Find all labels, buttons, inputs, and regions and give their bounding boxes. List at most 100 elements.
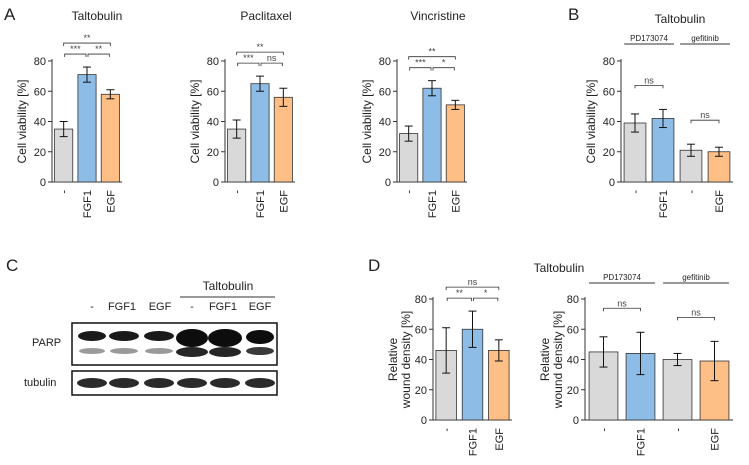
y-tick-label: 20 xyxy=(603,147,615,159)
x-tick-label: - xyxy=(686,190,698,194)
significance-bracket xyxy=(634,85,664,89)
y-tick-label: 80 xyxy=(207,56,219,68)
parp-band-cleaved xyxy=(246,347,274,355)
significance-label: *** xyxy=(243,53,254,63)
x-tick-label: FGF1 xyxy=(427,190,439,218)
chart-title: Paclitaxel xyxy=(240,9,291,23)
y-tick-label: 60 xyxy=(603,86,615,98)
chart-a-taltobulin: Taltobulin 0 20 40 60 80 Cell viability [%] - FG… xyxy=(15,9,122,218)
x-tick-label: FGF1 xyxy=(636,428,648,456)
blot-group-label: Taltobulin xyxy=(203,279,254,293)
chart-a-vincristine: Vincristine 0 20 40 60 80 Cell viability [%] - F… xyxy=(360,9,467,218)
x-tick-label: - xyxy=(599,428,611,432)
parp-band-cleaved xyxy=(79,348,105,354)
parp-band-full xyxy=(109,331,139,341)
y-tick-label: 0 xyxy=(40,177,46,189)
x-tick-label: - xyxy=(59,190,71,194)
y-tick-label: 0 xyxy=(385,177,391,189)
blot-column-label: FGF1 xyxy=(209,301,237,313)
y-axis-label: Cell viability [%] xyxy=(15,79,29,163)
group-label: PD173074 xyxy=(603,273,641,282)
x-tick-label: EGF xyxy=(494,428,506,451)
significance-label: ns xyxy=(700,110,710,120)
blot-column-label: FGF1 xyxy=(108,301,136,313)
x-tick-label: FGF1 xyxy=(82,190,94,218)
x-tick-label: EGF xyxy=(450,190,462,213)
significance-bracket xyxy=(603,307,641,312)
significance-bracket xyxy=(446,297,472,302)
y-tick-label: 60 xyxy=(207,86,219,98)
panel-d-title: Taltobulin xyxy=(534,261,585,275)
group-label: gefitinib xyxy=(691,34,719,43)
panel-letter-c: C xyxy=(6,256,18,275)
bar xyxy=(662,359,693,421)
chart-a-paclitaxel: Paclitaxel 0 20 40 60 80 Cell viability [%] - FG… xyxy=(188,9,295,218)
significance-label: ns xyxy=(617,298,627,308)
y-axis-label: Cell viability [%] xyxy=(360,79,374,163)
significance-bracket xyxy=(260,62,283,67)
y-tick-label: 60 xyxy=(34,86,46,98)
significance-label: ** xyxy=(456,288,464,298)
x-tick-label: - xyxy=(630,190,642,194)
blot-column-label: EGF xyxy=(149,301,172,313)
bar xyxy=(422,87,442,183)
y-tick-label: 0 xyxy=(573,415,579,427)
parp-membrane xyxy=(71,322,278,366)
y-axis-label: Relative xyxy=(538,338,552,382)
significance-bracket xyxy=(445,286,500,291)
y-axis-label: wound density [%] xyxy=(551,311,565,409)
significance-bracket xyxy=(236,51,284,56)
significance-bracket xyxy=(409,67,432,71)
parp-band-full xyxy=(78,331,106,341)
y-tick-label: 80 xyxy=(34,56,46,68)
y-tick-label: 40 xyxy=(415,355,427,367)
tubulin-band xyxy=(210,378,240,388)
significance-label: *** xyxy=(70,44,81,54)
tubulin-band xyxy=(109,378,139,388)
y-tick-label: 60 xyxy=(415,324,427,336)
x-tick-label: EGF xyxy=(105,190,117,213)
x-tick-label: - xyxy=(404,190,416,194)
tubulin-bands xyxy=(77,378,275,388)
y-tick-label: 80 xyxy=(603,56,615,68)
chart-b-taltobulin-inhibitors: Taltobulin 0 20 40 60 80 Cell viability [%] - FG… xyxy=(584,12,733,218)
blot-row-label-tubulin: tubulin xyxy=(24,377,56,389)
bar xyxy=(100,93,120,183)
x-tick-label: EGF xyxy=(710,428,722,451)
y-tick-label: 60 xyxy=(567,324,579,336)
y-axis-label: Cell viability [%] xyxy=(584,79,598,163)
x-tick-label: EGF xyxy=(714,190,726,213)
y-tick-label: 40 xyxy=(567,355,579,367)
tubulin-band xyxy=(245,378,275,388)
significance-bracket xyxy=(63,42,111,47)
parp-band-full xyxy=(208,329,242,347)
significance-label: ns xyxy=(468,277,478,287)
y-axis-label: Relative xyxy=(386,338,400,382)
significance-label: ns xyxy=(644,75,654,85)
chart-title: Taltobulin xyxy=(72,9,123,23)
blot-column-label: - xyxy=(90,301,94,313)
tubulin-band xyxy=(144,378,174,388)
bar xyxy=(445,104,465,183)
y-tick-label: 20 xyxy=(567,385,579,397)
chart-title: Taltobulin xyxy=(655,12,706,26)
panel-letter-b: B xyxy=(568,5,579,24)
parp-band-cleaved xyxy=(110,348,138,354)
y-tick-label: 40 xyxy=(34,117,46,129)
significance-label: ** xyxy=(256,42,264,52)
significance-label: ** xyxy=(83,33,91,43)
significance-bracket xyxy=(432,67,455,71)
significance-label: * xyxy=(484,288,488,298)
parp-band-cleaved xyxy=(145,348,173,354)
y-tick-label: 80 xyxy=(379,56,391,68)
significance-bracket xyxy=(408,56,456,60)
y-tick-label: 20 xyxy=(415,385,427,397)
chart-title: Vincristine xyxy=(410,9,465,23)
y-tick-label: 20 xyxy=(379,147,391,159)
y-tick-label: 20 xyxy=(34,147,46,159)
parp-bands xyxy=(78,329,274,357)
blot-row-label-parp: PARP xyxy=(32,337,61,349)
significance-label: ** xyxy=(95,44,103,54)
significance-label: * xyxy=(442,58,446,68)
y-tick-label: 80 xyxy=(415,294,427,306)
